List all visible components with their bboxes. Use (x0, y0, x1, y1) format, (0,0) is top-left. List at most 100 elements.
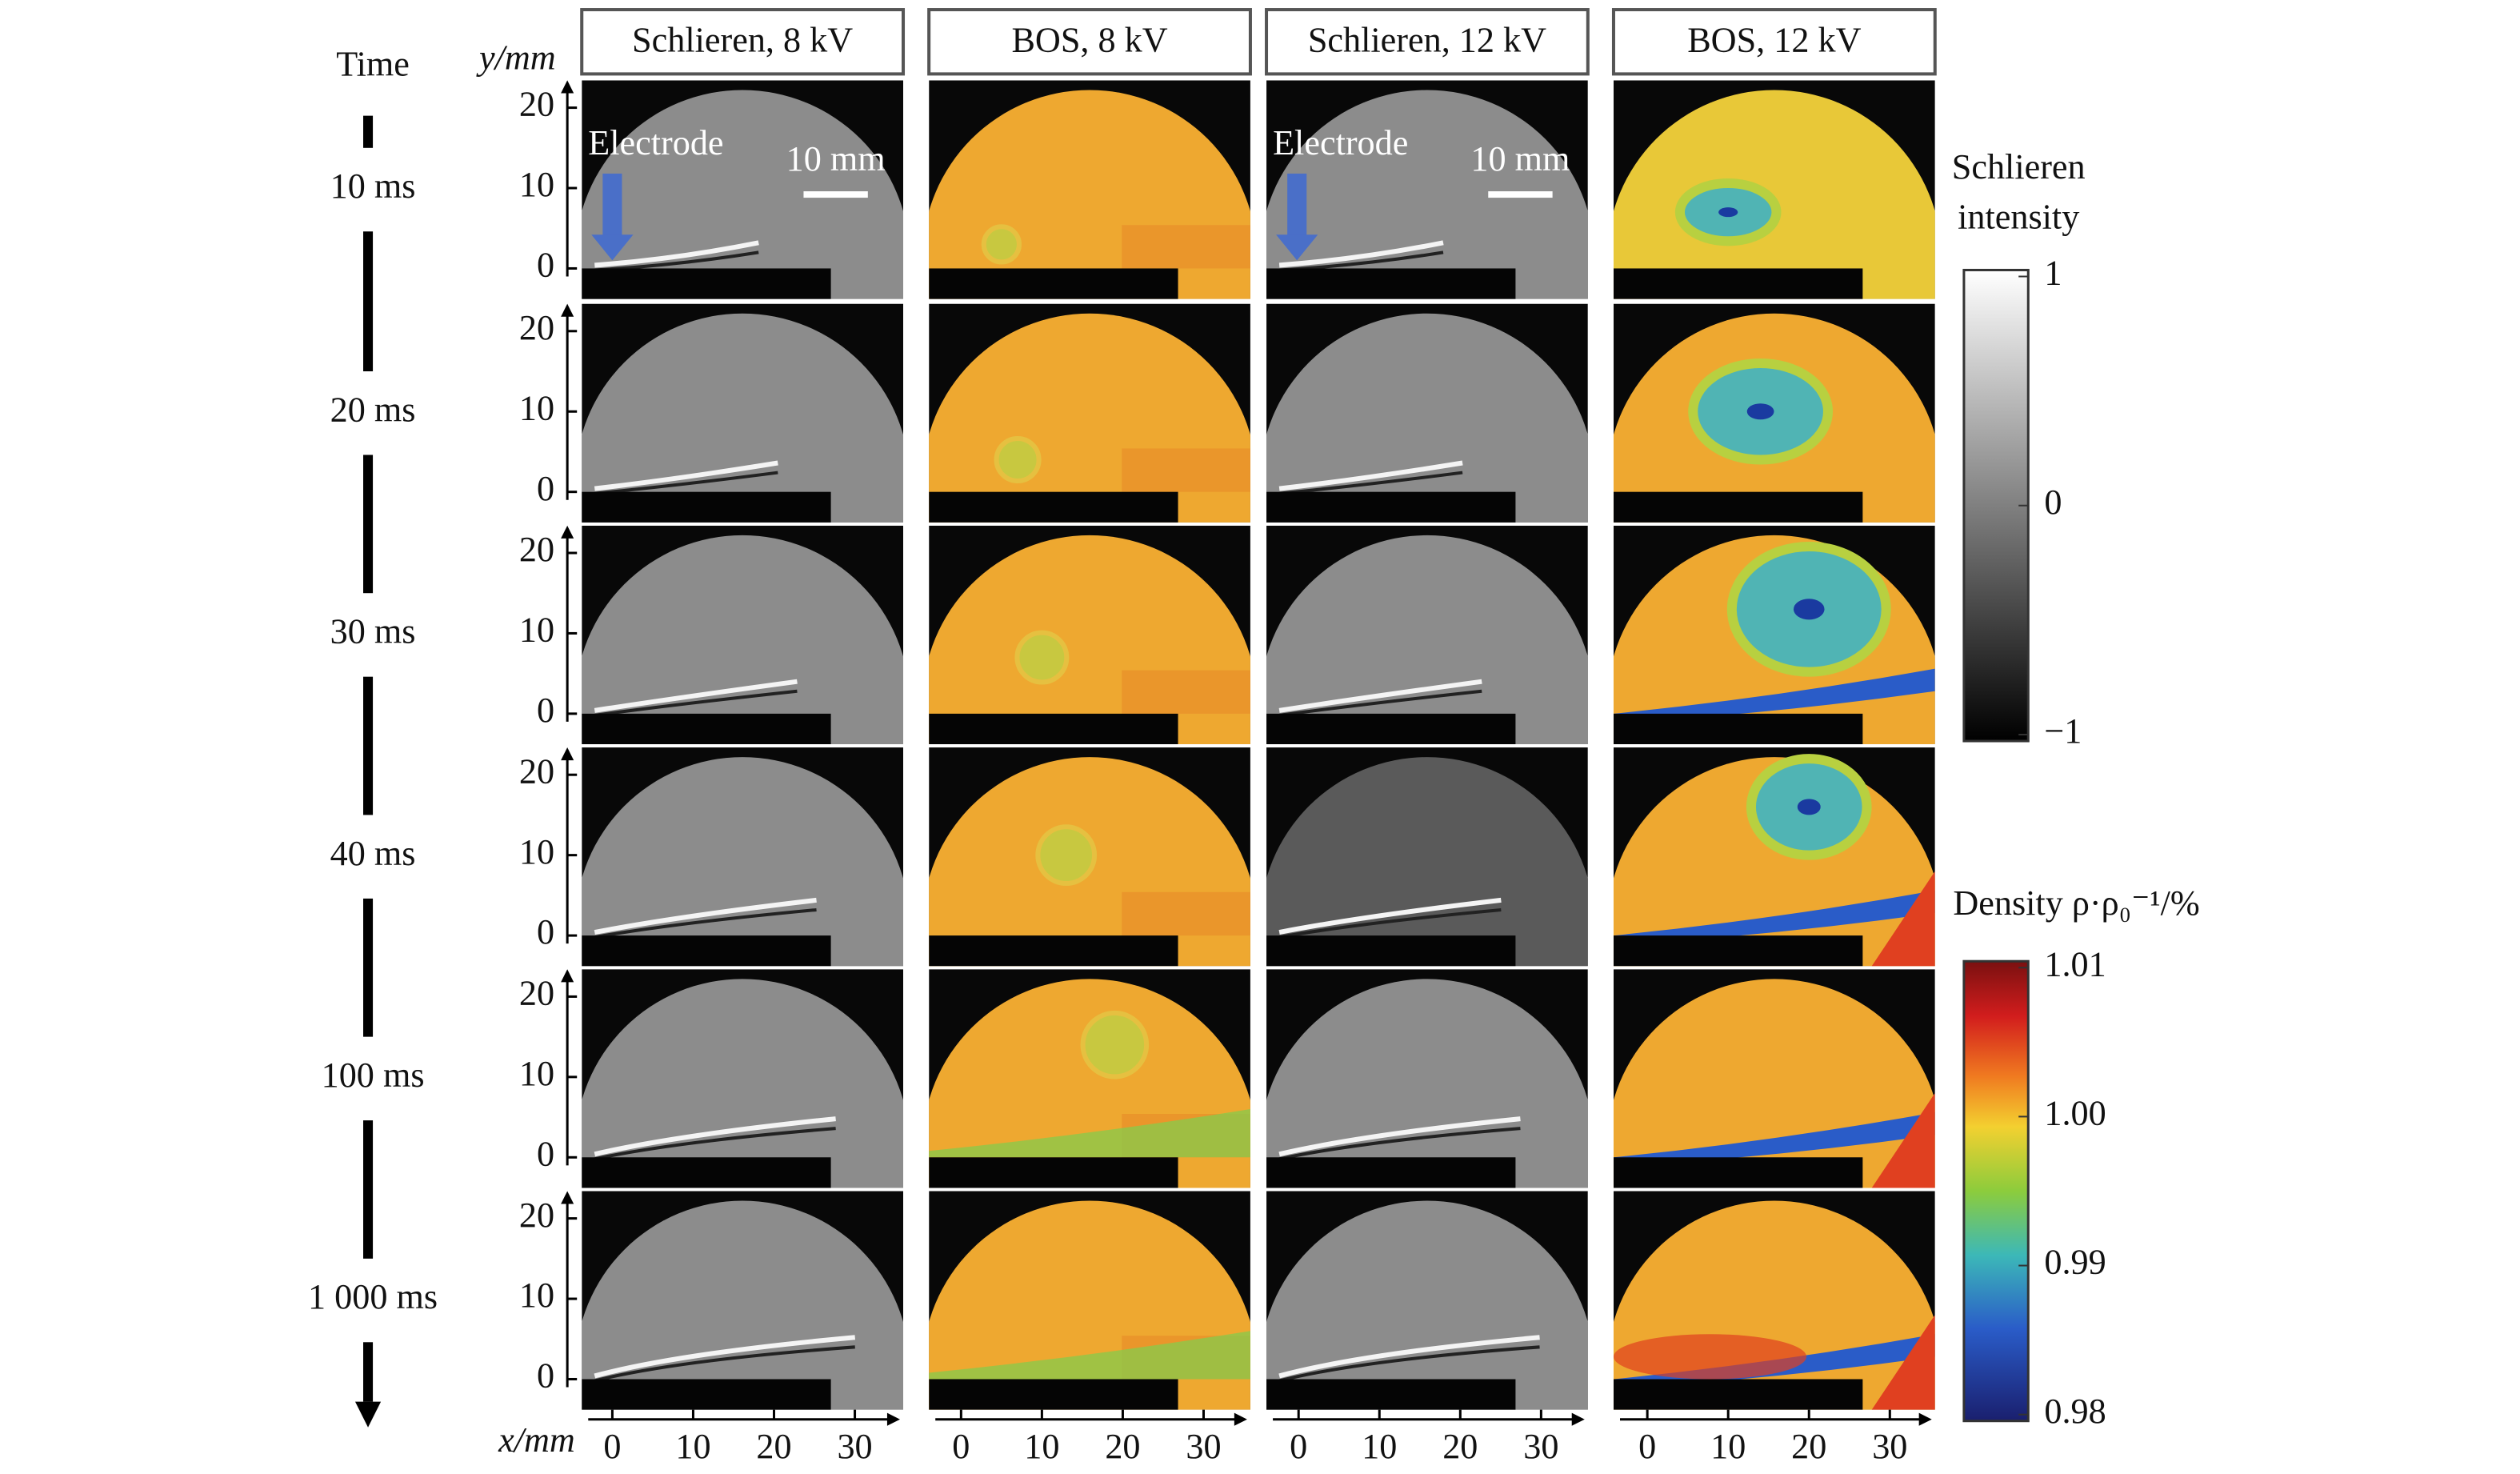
image-panel (1266, 969, 1588, 1188)
schlieren-streak (594, 460, 778, 491)
density-layer (1613, 668, 1935, 723)
electrode (1613, 935, 1863, 967)
y-axis-arrow (561, 969, 574, 983)
y-tick-label: 20 (519, 751, 554, 791)
image-panel (929, 747, 1250, 967)
y-axis-arrow (561, 747, 574, 761)
image-panel (582, 525, 904, 745)
image-panel (582, 747, 904, 967)
x-tick-label: 0 (1638, 1427, 1656, 1466)
schlieren-streak (594, 1345, 855, 1383)
y-axis-arrow (561, 1191, 574, 1204)
image-panel (929, 525, 1250, 745)
electrode (582, 268, 831, 299)
time-dash (363, 1342, 374, 1402)
time-arrowhead (354, 1401, 382, 1428)
x-tick-label: 10 (1024, 1427, 1059, 1466)
field-of-view (582, 535, 904, 745)
electrode (582, 713, 831, 745)
colorbar-tick-label: 0.99 (2044, 1243, 2106, 1282)
schlieren-streak (594, 679, 798, 713)
density-vortex-core (1797, 799, 1821, 815)
x-tick-label: 0 (952, 1427, 970, 1466)
field-of-view (1266, 1200, 1588, 1410)
time-row-label: 30 ms (330, 612, 416, 651)
field-of-view (582, 979, 904, 1188)
schlieren-streak (1278, 1116, 1521, 1157)
x-tick-label: 10 (1362, 1427, 1397, 1466)
density-ring (1080, 1010, 1150, 1079)
y-tick-label: 20 (519, 85, 554, 124)
field-of-view (1613, 90, 1935, 299)
scale-bar (803, 191, 868, 198)
x-tick-label: 20 (1442, 1427, 1478, 1466)
colorbar-tick-label: 0 (2044, 483, 2062, 522)
time-row-label: 10 ms (330, 166, 416, 206)
electrode (582, 1379, 831, 1410)
column-header-box (1611, 8, 1937, 76)
schlieren-streak (594, 471, 778, 495)
electrode (1613, 268, 1863, 299)
density-ring (1035, 824, 1098, 887)
schlieren-streak (594, 1116, 836, 1157)
density-layer (1122, 448, 1250, 492)
y-tick-label: 10 (519, 165, 554, 204)
y-tick-label: 10 (519, 832, 554, 871)
image-panel (582, 80, 904, 299)
x-tick-label: 0 (1290, 1427, 1307, 1466)
schlieren-streak (594, 1335, 856, 1379)
schlieren-streak (1278, 240, 1444, 268)
x-tick-label: 30 (1872, 1427, 1907, 1466)
electrode-arrow-head (591, 234, 634, 261)
schlieren-streak (1278, 1335, 1540, 1379)
time-row-label: 1 000 ms (308, 1277, 438, 1316)
image-panel (582, 969, 904, 1188)
y-axis-label: y/mm (476, 38, 556, 77)
column-header: BOS, 8 kV (1011, 20, 1167, 59)
image-panel (1266, 747, 1588, 967)
column-header-box (580, 8, 906, 76)
colorbar-tick-label: 0.98 (2044, 1392, 2106, 1431)
time-dash (363, 676, 374, 815)
y-tick-label: 10 (519, 1276, 554, 1315)
electrode (929, 268, 1178, 299)
schlieren-streak (1278, 907, 1502, 939)
x-tick-label: 30 (837, 1427, 872, 1466)
field-of-view (582, 313, 904, 523)
field-of-view (582, 1200, 904, 1410)
image-panel (1613, 80, 1935, 299)
electrode (929, 713, 1178, 745)
x-tick-label: 20 (1105, 1427, 1140, 1466)
x-axis-label: x/mm (498, 1420, 575, 1460)
column-header: BOS, 12 kV (1687, 20, 1861, 59)
image-panel (1613, 525, 1935, 745)
y-tick-label: 0 (537, 246, 554, 285)
colorbar-title: intensity (1958, 197, 2079, 236)
y-tick-label: 0 (537, 912, 554, 951)
electrode (929, 935, 1178, 967)
annotation: 10 mm (786, 139, 886, 178)
density-ring (994, 435, 1042, 484)
electrode-arrow-head (1276, 234, 1318, 261)
x-tick-label: 20 (1791, 1427, 1826, 1466)
density-vortex-core (1746, 403, 1774, 420)
electrode (1266, 935, 1516, 967)
y-tick-label: 20 (519, 1196, 554, 1235)
schlieren-streak (1278, 1345, 1540, 1383)
field-of-view (1266, 979, 1588, 1188)
schlieren-streak (594, 897, 817, 935)
schlieren-streak (594, 907, 817, 939)
x-tick-label: 10 (675, 1427, 710, 1466)
column-header-box (1265, 8, 1590, 76)
field-of-view (1266, 90, 1588, 299)
x-axis-arrow (1234, 1412, 1247, 1426)
time-dash (363, 898, 374, 1037)
y-tick-label: 10 (519, 388, 554, 427)
electrode (929, 491, 1178, 523)
schlieren-streak (1278, 679, 1482, 713)
image-panel (929, 80, 1250, 299)
electrode (582, 491, 831, 523)
electrode (582, 935, 831, 967)
scale-bar (1488, 191, 1553, 198)
electrode (1266, 1379, 1516, 1410)
